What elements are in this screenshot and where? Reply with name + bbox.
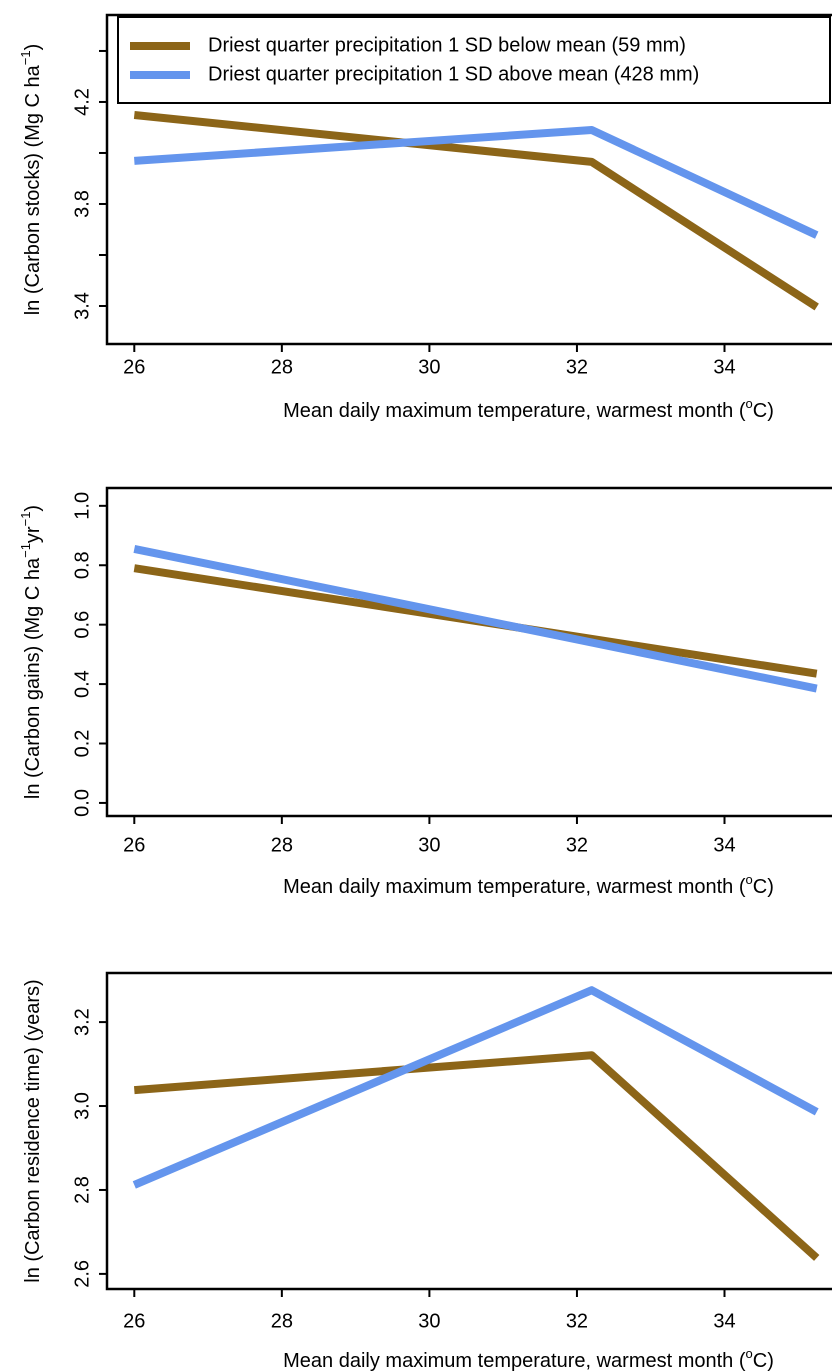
y-axis-label-part: ln (Carbon residence time) (years) [22,979,44,1282]
y-tick-label: 4.2 [71,88,93,116]
series-line [134,126,819,239]
series-line [133,544,818,693]
y-tick-label: 2.6 [71,1260,93,1288]
x-axis-label: Mean daily maximum temperature, warmest … [283,872,774,898]
y-axis-label: ln (Carbon stocks) (Mg C ha−1) [18,44,44,316]
series-line [133,110,819,311]
x-tick-label: 28 [271,356,293,378]
x-tick-label: 30 [418,1310,440,1332]
series-line [133,1051,820,1261]
x-axis-label-part: Mean daily maximum temperature, warmest … [283,876,746,898]
y-tick-label: 0.0 [71,789,93,817]
y-axis-label-part: −1 [18,543,33,558]
y-tick-label: 0.2 [71,730,93,758]
legend-box [117,16,831,104]
y-axis-label: ln (Carbon gains) (Mg C ha−1yr−1) [18,505,44,799]
plot-frame [105,971,832,1291]
x-tick-label: 26 [123,1310,145,1332]
y-tick-label: 3.0 [71,1092,93,1120]
x-axis-label-part: o [746,396,753,411]
y-tick-label: 3.4 [71,292,93,320]
y-tick-label: 3.2 [71,1008,93,1036]
x-tick-label: 30 [418,834,440,856]
y-axis-label-part: −1 [18,512,33,527]
plot-frame [105,486,832,818]
x-tick-label: 32 [566,1310,588,1332]
y-axis-label-part: ) [22,505,44,512]
legend-label: Driest quarter precipitation 1 SD above … [208,63,699,85]
x-axis-label-part: Mean daily maximum temperature, warmest … [283,400,746,422]
x-axis-label-part: C) [753,876,774,898]
x-axis-label: Mean daily maximum temperature, warmest … [283,1346,774,1372]
x-tick-label: 32 [566,834,588,856]
x-tick-label: 34 [713,356,735,378]
y-tick-label: 0.4 [71,670,93,698]
plot-frame [105,13,832,346]
y-tick-label: 1.0 [71,492,93,520]
x-axis-label: Mean daily maximum temperature, warmest … [283,396,774,422]
x-axis-label-part: o [746,1346,753,1361]
series-line [132,986,819,1189]
x-axis-label-part: Mean daily maximum temperature, warmest … [283,1350,746,1372]
x-tick-label: 30 [418,356,440,378]
y-axis-label: ln (Carbon residence time) (years) [22,979,44,1282]
y-tick-label: 0.6 [71,611,93,639]
legend-label: Driest quarter precipitation 1 SD below … [208,34,686,56]
y-axis-label-part: ln (Carbon stocks) (Mg C ha [22,64,44,315]
x-tick-label: 34 [713,834,735,856]
y-axis-label-part: −1 [18,50,33,65]
x-tick-label: 34 [713,1310,735,1332]
x-tick-label: 28 [271,834,293,856]
x-tick-label: 32 [566,356,588,378]
x-axis-label-part: o [746,872,753,887]
x-tick-label: 28 [271,1310,293,1332]
y-axis-label-part: ) [22,44,44,51]
x-tick-label: 26 [123,834,145,856]
y-tick-label: 2.8 [71,1176,93,1204]
x-tick-label: 26 [123,356,145,378]
y-axis-label-part: ln (Carbon gains) (Mg C ha [22,557,44,799]
y-tick-label: 0.8 [71,551,93,579]
x-axis-label-part: C) [753,1350,774,1372]
y-axis-label-part: yr [22,526,44,543]
x-axis-label-part: C) [753,400,774,422]
y-tick-label: 3.8 [71,190,93,218]
